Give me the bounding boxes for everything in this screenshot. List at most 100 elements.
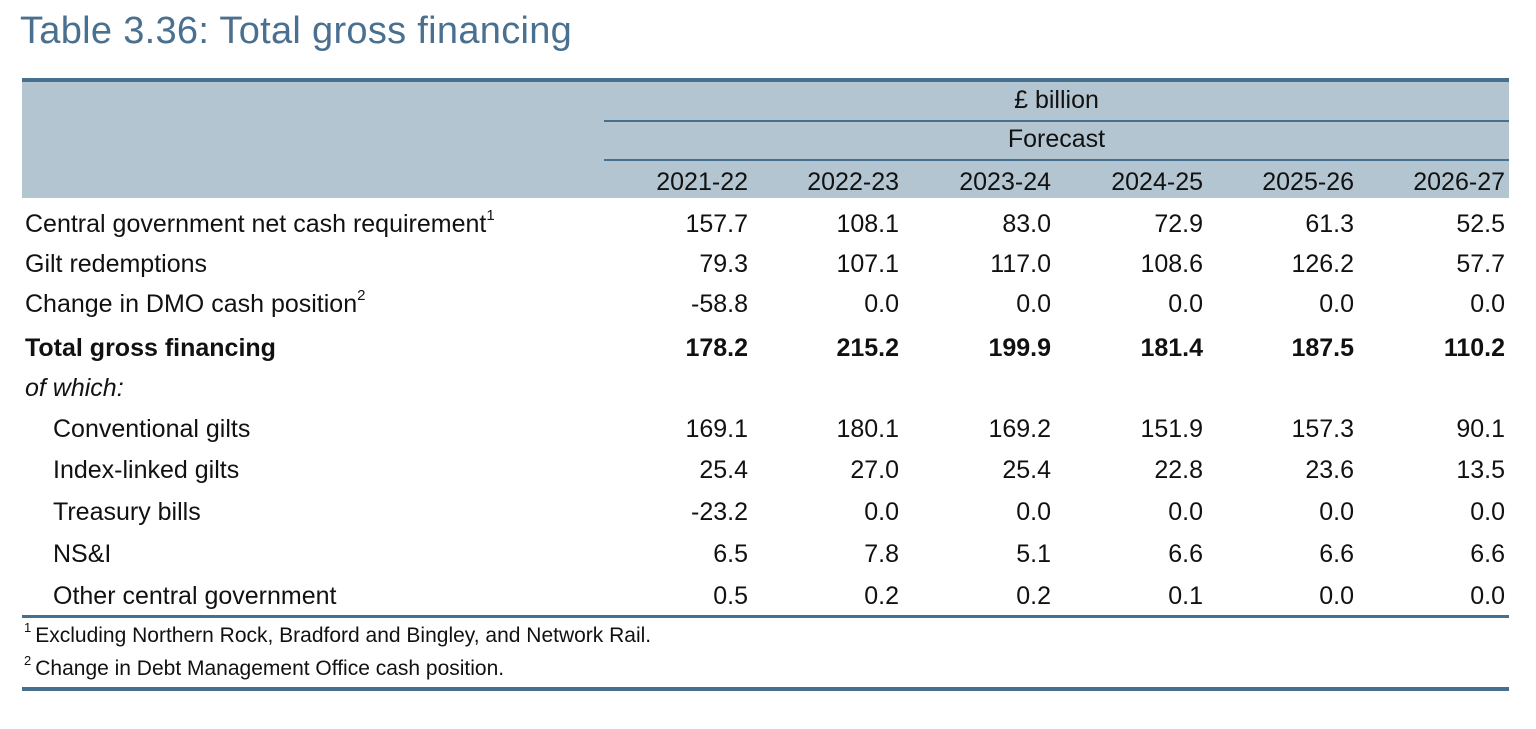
row-label-text: Central government net cash requirement xyxy=(25,210,487,238)
table-cell: 180.1 xyxy=(836,415,899,443)
forecast-rule xyxy=(604,159,1509,161)
table-cell: -23.2 xyxy=(691,498,748,526)
table-row: Central government net cash requirement1… xyxy=(22,204,1509,244)
row-label-text: of which: xyxy=(25,374,124,402)
table-cell: 0.2 xyxy=(864,582,899,610)
table-cell: 157.7 xyxy=(685,210,748,238)
table-cell: 0.0 xyxy=(1319,498,1354,526)
table-cell: 169.1 xyxy=(685,415,748,443)
table-cell: 178.2 xyxy=(685,334,748,362)
row-label-text: Index-linked gilts xyxy=(53,456,240,484)
row-label-text: Treasury bills xyxy=(53,498,201,526)
row-label: Change in DMO cash position2 xyxy=(25,284,365,324)
footnote-ref: 2 xyxy=(357,287,366,304)
table-cell: 6.6 xyxy=(1470,540,1505,568)
table-cell: 90.1 xyxy=(1456,415,1505,443)
table-cell: 23.6 xyxy=(1305,456,1354,484)
row-label: of which: xyxy=(25,368,124,408)
top-rule xyxy=(22,78,1509,82)
table-cell: 7.8 xyxy=(864,540,899,568)
table-cell: 57.7 xyxy=(1456,250,1505,278)
table-row: Index-linked gilts 25.4 27.0 25.4 22.8 23.6 13… xyxy=(22,450,1509,490)
row-label: Gilt redemptions xyxy=(25,244,207,284)
table-cell: 107.1 xyxy=(836,250,899,278)
table-row: of which: xyxy=(22,368,1509,408)
row-label: Index-linked gilts xyxy=(53,450,239,490)
table-cell: 0.0 xyxy=(1470,498,1505,526)
table-cell: 0.1 xyxy=(1168,582,1203,610)
table-title: Table 3.36: Total gross financing xyxy=(20,10,573,52)
row-label: Conventional gilts xyxy=(53,409,250,449)
table-cell: -58.8 xyxy=(691,290,748,318)
table-cell: 151.9 xyxy=(1140,415,1203,443)
table-cell: 22.8 xyxy=(1154,456,1203,484)
row-label-text: Conventional gilts xyxy=(53,415,251,443)
row-label: NS&I xyxy=(53,534,111,574)
table-cell: 6.6 xyxy=(1168,540,1203,568)
table-row: Gilt redemptions 79.3 107.1 117.0 108.6 126.2… xyxy=(22,244,1509,284)
table-cell: 25.4 xyxy=(1002,456,1051,484)
table-row: NS&I 6.5 7.8 5.1 6.6 6.6 6.6 xyxy=(22,534,1509,574)
footnote-text: Excluding Northern Rock, Bradford and Bi… xyxy=(35,624,652,647)
year-header: 2024-25 xyxy=(1111,168,1203,196)
table-cell: 6.6 xyxy=(1319,540,1354,568)
table-cell: 0.0 xyxy=(864,290,899,318)
forecast-label: Forecast xyxy=(1007,125,1106,153)
table-row: Total gross financing 178.2 215.2 199.9 181.… xyxy=(22,328,1509,368)
table-cell: 126.2 xyxy=(1291,250,1354,278)
table-cell: 27.0 xyxy=(850,456,899,484)
year-header: 2023-24 xyxy=(959,168,1051,196)
year-header: 2026-27 xyxy=(1413,168,1505,196)
table-cell: 108.1 xyxy=(836,210,899,238)
table-cell: 117.0 xyxy=(990,250,1051,278)
footnote-text: Change in Debt Management Office cash po… xyxy=(35,657,505,680)
table-cell: 169.2 xyxy=(988,415,1051,443)
table-cell: 79.3 xyxy=(699,250,748,278)
row-label: Treasury bills xyxy=(53,492,201,532)
row-label: Other central government xyxy=(53,576,336,616)
table-cell: 181.4 xyxy=(1140,334,1203,362)
table-cell: 5.1 xyxy=(1016,540,1051,568)
row-label: Central government net cash requirement1 xyxy=(25,204,495,244)
table-cell: 0.2 xyxy=(1016,582,1051,610)
table-cell: 0.5 xyxy=(713,582,748,610)
row-label-text: Gilt redemptions xyxy=(25,250,208,278)
table-cell: 13.5 xyxy=(1456,456,1505,484)
table-row: Conventional gilts 169.1 180.1 169.2 151.9 15… xyxy=(22,409,1509,449)
footnote-mark: 1 xyxy=(24,620,32,635)
row-label: Total gross financing xyxy=(25,328,276,368)
table-header xyxy=(22,82,1509,198)
table-cell: 157.3 xyxy=(1291,415,1354,443)
table-cell: 0.0 xyxy=(1470,290,1505,318)
table-cell: 110.2 xyxy=(1443,334,1505,362)
table-cell: 61.3 xyxy=(1305,210,1354,238)
table-cell: 215.2 xyxy=(836,334,899,362)
table-bottom-rule xyxy=(22,615,1509,618)
row-label-text: Change in DMO cash position xyxy=(25,290,358,318)
table-row: Other central government 0.5 0.2 0.2 0.1 0.0 0… xyxy=(22,576,1509,616)
table-cell: 25.4 xyxy=(699,456,748,484)
table-cell: 187.5 xyxy=(1291,334,1354,362)
year-header: 2021-22 xyxy=(656,168,748,196)
table-row: Change in DMO cash position2 -58.8 0.0 0.0 0… xyxy=(22,284,1509,324)
table-cell: 0.0 xyxy=(1168,498,1203,526)
year-header-row: 2021-22 2022-23 2023-24 2024-25 2025-26 … xyxy=(22,162,1509,202)
table-cell: 6.5 xyxy=(713,540,748,568)
row-label-text: Total gross financing xyxy=(25,334,276,362)
row-label-text: Other central government xyxy=(53,582,337,610)
table-cell: 108.6 xyxy=(1140,250,1203,278)
table-cell: 0.0 xyxy=(864,498,899,526)
table-row: Treasury bills -23.2 0.0 0.0 0.0 0.0 0.0 xyxy=(22,492,1509,532)
table-cell: 0.0 xyxy=(1319,582,1354,610)
table-cell: 0.0 xyxy=(1470,582,1505,610)
table-cell: 0.0 xyxy=(1016,290,1051,318)
row-label-text: NS&I xyxy=(53,540,112,568)
table-cell: 199.9 xyxy=(988,334,1051,362)
table-cell: 83.0 xyxy=(1002,210,1051,238)
table-cell: 0.0 xyxy=(1168,290,1203,318)
bottom-rule xyxy=(22,687,1509,691)
footnote-ref: 1 xyxy=(486,207,495,224)
table-cell: 0.0 xyxy=(1319,290,1354,318)
table-cell: 52.5 xyxy=(1456,210,1505,238)
unit-label: £ billion xyxy=(1014,86,1099,114)
